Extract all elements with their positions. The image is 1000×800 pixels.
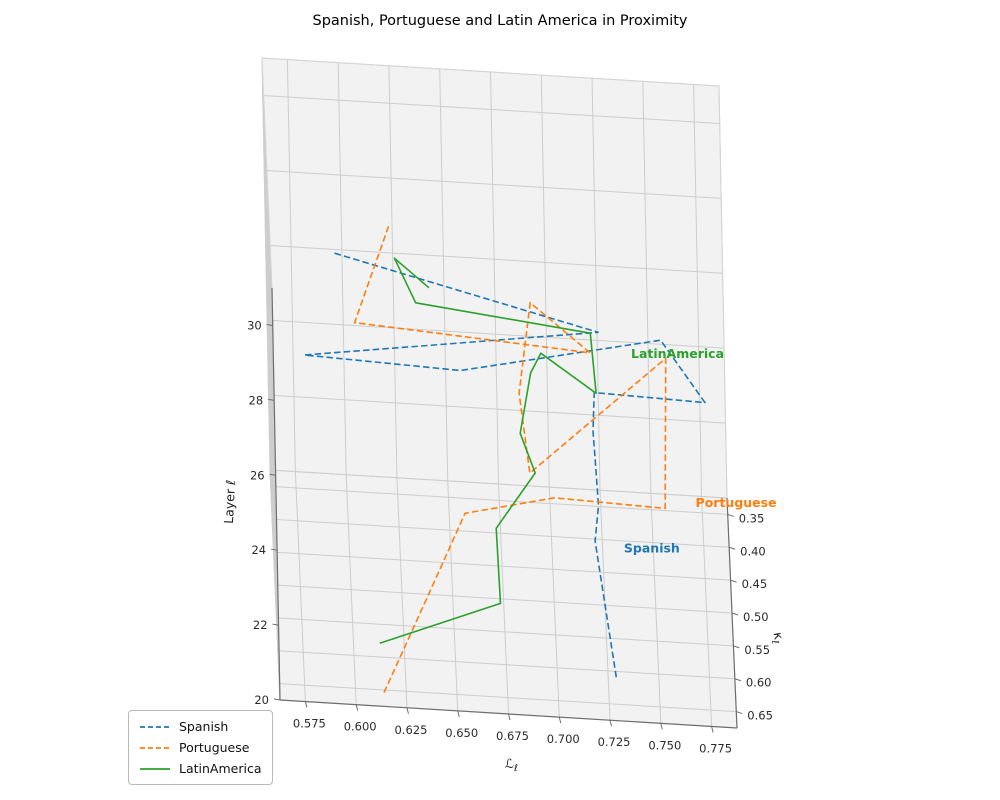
x-tick-label: 0.625 xyxy=(394,723,427,737)
grid-line xyxy=(279,683,737,713)
grid-line xyxy=(439,68,449,481)
legend-item-spanish: Spanish xyxy=(138,718,261,735)
x-tick-label: 0.650 xyxy=(445,726,478,740)
grid-line xyxy=(263,170,275,401)
tick-mark xyxy=(727,513,734,517)
box-edge xyxy=(718,85,728,499)
grid-line xyxy=(286,59,296,472)
z-axis-spine xyxy=(271,287,281,701)
box-edge xyxy=(261,57,720,87)
legend-item-latinamerica: LatinAmerica xyxy=(138,760,261,777)
legend-line-sample-latinamerica xyxy=(140,767,170,770)
x-axis-title: ℒℓ xyxy=(505,756,518,774)
legend: Spanish Portuguese LatinAmerica xyxy=(128,710,274,785)
box-edge xyxy=(261,57,273,289)
grid-line xyxy=(693,84,703,497)
grid-line xyxy=(388,65,398,478)
tick-mark xyxy=(711,726,714,733)
grid-line xyxy=(272,518,730,548)
grid-line xyxy=(262,95,274,326)
z-tick-label: 22 xyxy=(253,618,268,632)
grid-line xyxy=(490,71,499,485)
y-tick-label: 0.45 xyxy=(742,577,768,591)
y-tick-label: 0.65 xyxy=(747,709,773,723)
tick-mark xyxy=(355,704,359,711)
grid-line xyxy=(269,469,281,701)
x-tick-label: 0.700 xyxy=(547,732,580,746)
grid-line xyxy=(269,469,728,499)
legend-label-portuguese: Portuguese xyxy=(179,740,250,755)
tick-mark xyxy=(508,713,511,721)
tick-mark xyxy=(734,678,742,682)
y-tick-label: 0.50 xyxy=(743,610,769,624)
tick-mark xyxy=(660,723,663,730)
tick-mark xyxy=(609,720,613,727)
z-tick-label: 26 xyxy=(250,468,265,482)
y-tick-label: 0.60 xyxy=(746,676,772,690)
grid-line xyxy=(262,94,720,124)
tick-mark xyxy=(271,548,278,551)
series-line-latinamerica xyxy=(379,257,597,644)
grid-line xyxy=(540,75,550,488)
grid-line xyxy=(265,244,723,274)
z-tick-label: 20 xyxy=(254,693,269,707)
y-tick-label: 0.35 xyxy=(739,511,765,525)
tick-mark xyxy=(269,473,276,476)
series-label-portuguese: Portuguese xyxy=(696,495,777,510)
grid-line xyxy=(277,650,735,680)
tick-mark xyxy=(736,711,743,715)
x-tick-label: 0.725 xyxy=(598,735,631,749)
legend-line-sample-portuguese xyxy=(140,746,170,749)
tick-mark xyxy=(457,710,460,718)
grid-line xyxy=(337,62,347,475)
z-tick-label: 28 xyxy=(249,393,264,407)
tick-mark xyxy=(272,623,279,626)
z-axis-title: Layer ℓ xyxy=(221,479,238,524)
tick-mark xyxy=(730,579,737,583)
tick-mark xyxy=(266,323,273,326)
grid-line xyxy=(268,395,280,626)
tick-mark xyxy=(728,546,736,550)
y-axis-title: κℓ xyxy=(768,631,788,645)
y-tick-label: 0.40 xyxy=(740,544,766,558)
x-tick-label: 0.600 xyxy=(344,720,377,734)
x-tick-label: 0.775 xyxy=(699,741,732,755)
legend-label-spanish: Spanish xyxy=(179,719,229,734)
z-tick-label: 24 xyxy=(251,543,266,557)
tick-mark xyxy=(273,698,281,701)
grid-line xyxy=(267,319,725,349)
legend-item-portuguese: Portuguese xyxy=(138,739,261,756)
chart-title: Spanish, Portuguese and Latin America in… xyxy=(312,13,688,29)
series-label-latinamerica: LatinAmerica xyxy=(631,346,724,361)
grid-line xyxy=(265,245,277,476)
tick-mark xyxy=(558,716,562,724)
x-tick-label: 0.750 xyxy=(648,738,681,752)
tick-mark xyxy=(733,645,740,649)
grid-line xyxy=(264,169,722,199)
tick-mark xyxy=(406,707,409,714)
tick-mark xyxy=(268,398,275,401)
z-tick-label: 30 xyxy=(247,318,262,332)
grid-line xyxy=(276,617,734,647)
x-tick-label: 0.675 xyxy=(496,729,529,743)
series-label-spanish: Spanish xyxy=(624,541,680,556)
grid-line xyxy=(266,320,278,551)
legend-label-latinamerica: LatinAmerica xyxy=(179,761,262,776)
grid-line xyxy=(274,584,733,614)
series-line-spanish xyxy=(303,252,706,678)
grid-line xyxy=(591,78,601,491)
tick-mark xyxy=(304,701,308,708)
legend-line-sample-spanish xyxy=(140,725,170,728)
grid-line xyxy=(273,551,731,581)
x-tick-label: 0.575 xyxy=(293,717,326,731)
y-tick-label: 0.55 xyxy=(744,643,770,657)
grid-line xyxy=(270,485,728,515)
grid-line xyxy=(268,394,726,424)
tick-mark xyxy=(731,612,739,616)
grid-line xyxy=(642,81,652,494)
